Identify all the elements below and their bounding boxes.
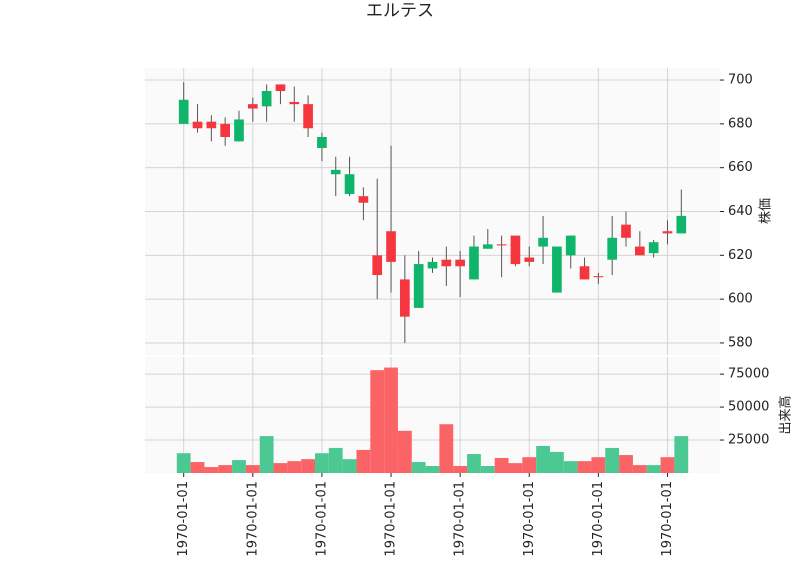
volume-bar bbox=[384, 367, 398, 473]
candle-body bbox=[634, 246, 645, 256]
candle-body bbox=[648, 242, 659, 254]
candle-body bbox=[538, 237, 548, 247]
candle-body bbox=[330, 169, 341, 175]
volume-bar bbox=[397, 430, 412, 473]
x-tick-label: 1970-01-01 bbox=[176, 481, 191, 557]
candle-body bbox=[413, 264, 424, 308]
volume-bar bbox=[660, 457, 675, 473]
volume-bar bbox=[176, 453, 191, 473]
y-tick-label: 580 bbox=[728, 335, 753, 350]
x-tick-label: 1970-01-01 bbox=[522, 481, 537, 557]
volume-bar bbox=[480, 466, 495, 473]
volume-tick-label: 50000 bbox=[728, 400, 769, 415]
volume-bar bbox=[273, 463, 288, 473]
volume-bar bbox=[536, 445, 550, 473]
candle-body bbox=[317, 137, 327, 148]
x-tick-label: 1970-01-01 bbox=[314, 481, 329, 557]
candle-body bbox=[496, 244, 507, 246]
candle-body bbox=[344, 174, 355, 194]
candle-body bbox=[206, 121, 217, 129]
volume-bar bbox=[563, 461, 578, 473]
candle-body bbox=[565, 235, 576, 256]
volume-bar bbox=[245, 465, 260, 473]
volume-bar bbox=[370, 370, 385, 473]
chart-title: エルテス bbox=[366, 1, 434, 21]
volume-bar bbox=[439, 424, 454, 473]
volume-bar bbox=[232, 460, 246, 473]
volume-bar bbox=[356, 449, 371, 473]
y-tick-label: 680 bbox=[728, 116, 753, 131]
candle-body bbox=[358, 196, 369, 203]
candle-body bbox=[303, 104, 313, 129]
volume-bar bbox=[508, 463, 523, 473]
candle-body bbox=[524, 257, 535, 262]
candle-body bbox=[482, 244, 493, 249]
x-tick-label: 1970-01-01 bbox=[660, 481, 675, 557]
volume-bar bbox=[467, 454, 481, 473]
y-tick-label: 600 bbox=[728, 292, 753, 307]
y-axis-label: 株価 bbox=[759, 198, 774, 224]
x-tick-label: 1970-01-01 bbox=[453, 481, 468, 557]
candle-body bbox=[607, 237, 618, 260]
y-tick-label: 660 bbox=[728, 160, 753, 175]
volume-bar bbox=[494, 457, 509, 473]
volume-bar bbox=[522, 457, 537, 473]
volume-bar bbox=[411, 462, 426, 473]
x-tick-label: 1970-01-01 bbox=[384, 481, 399, 557]
volume-bar bbox=[204, 467, 219, 473]
candle-body bbox=[178, 99, 189, 124]
candle-body bbox=[469, 246, 479, 280]
volume-tick-label: 25000 bbox=[728, 433, 769, 448]
candle-body bbox=[261, 91, 272, 107]
candle-body bbox=[662, 231, 673, 234]
candle-body bbox=[579, 266, 590, 280]
candle-body bbox=[234, 119, 244, 142]
candle-body bbox=[275, 84, 286, 92]
y-tick-label: 640 bbox=[728, 204, 753, 219]
volume-bar bbox=[605, 447, 620, 473]
volume-bar bbox=[287, 461, 302, 473]
volume-bar bbox=[632, 465, 647, 473]
volume-bar bbox=[218, 465, 233, 473]
volume-bar bbox=[577, 461, 592, 473]
volume-bar bbox=[453, 466, 468, 473]
y-tick-label: 700 bbox=[728, 73, 753, 88]
volume-bar bbox=[591, 457, 606, 473]
volume-bar bbox=[342, 459, 357, 473]
candle-body bbox=[621, 224, 631, 238]
candle-body bbox=[372, 255, 383, 276]
candle-body bbox=[400, 279, 410, 317]
volume-bar bbox=[425, 466, 440, 473]
volume-axis-label: 出来高 bbox=[778, 395, 794, 434]
candle-body bbox=[427, 261, 438, 269]
volume-bar bbox=[259, 436, 274, 473]
candle-body bbox=[386, 231, 396, 262]
candle-body bbox=[220, 123, 231, 138]
volume-bar bbox=[190, 462, 205, 473]
volume-bar bbox=[328, 447, 343, 473]
volume-bar bbox=[315, 453, 329, 473]
candle-body bbox=[593, 276, 604, 278]
candle-body bbox=[289, 101, 300, 105]
candle-body bbox=[552, 246, 562, 293]
candle-body bbox=[192, 121, 203, 129]
volume-bar bbox=[646, 465, 661, 473]
candle-body bbox=[510, 235, 521, 265]
volume-bar bbox=[301, 459, 316, 473]
volume-panel bbox=[145, 357, 720, 473]
x-tick-label: 1970-01-01 bbox=[591, 481, 606, 557]
candle-body bbox=[676, 215, 687, 234]
candle-body bbox=[455, 259, 465, 267]
volume-bar bbox=[619, 455, 633, 473]
candle-body bbox=[441, 259, 452, 267]
x-tick-label: 1970-01-01 bbox=[245, 481, 260, 557]
candle-body bbox=[247, 104, 258, 109]
y-tick-label: 620 bbox=[728, 248, 753, 263]
volume-bar bbox=[549, 451, 564, 473]
volume-bar bbox=[674, 436, 689, 473]
volume-tick-label: 75000 bbox=[728, 367, 769, 382]
